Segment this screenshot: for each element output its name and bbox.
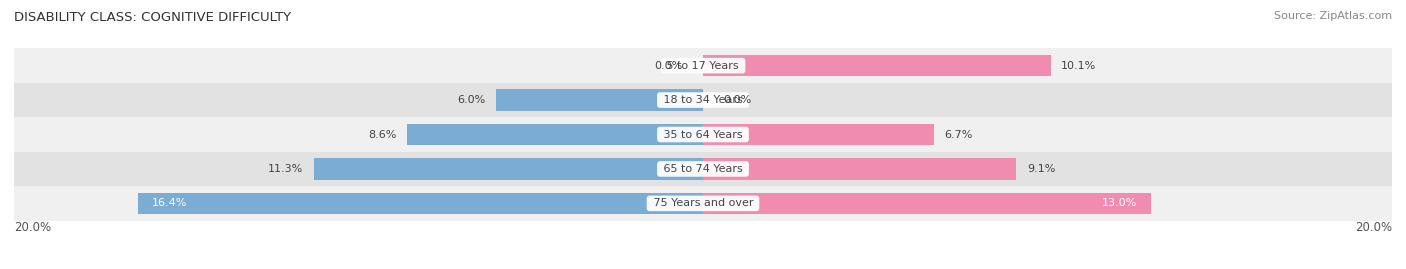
- Text: 6.0%: 6.0%: [458, 95, 486, 105]
- Text: DISABILITY CLASS: COGNITIVE DIFFICULTY: DISABILITY CLASS: COGNITIVE DIFFICULTY: [14, 11, 291, 24]
- Text: Source: ZipAtlas.com: Source: ZipAtlas.com: [1274, 11, 1392, 21]
- Bar: [14, 48, 1392, 83]
- Bar: [314, 158, 703, 180]
- Bar: [703, 193, 1152, 214]
- Bar: [703, 124, 934, 145]
- Bar: [14, 83, 1392, 117]
- Text: 0.0%: 0.0%: [724, 95, 752, 105]
- Text: 6.7%: 6.7%: [945, 129, 973, 140]
- Bar: [14, 152, 1392, 186]
- Text: 16.4%: 16.4%: [152, 198, 187, 208]
- Text: 75 Years and over: 75 Years and over: [650, 198, 756, 208]
- Text: 8.6%: 8.6%: [368, 129, 396, 140]
- Bar: [703, 55, 1050, 76]
- Text: 20.0%: 20.0%: [1355, 221, 1392, 233]
- Bar: [14, 186, 1392, 221]
- Bar: [496, 89, 703, 111]
- Text: 13.0%: 13.0%: [1102, 198, 1137, 208]
- Text: 9.1%: 9.1%: [1026, 164, 1054, 174]
- Text: 10.1%: 10.1%: [1062, 61, 1097, 71]
- Bar: [138, 193, 703, 214]
- Text: 18 to 34 Years: 18 to 34 Years: [659, 95, 747, 105]
- Bar: [14, 117, 1392, 152]
- Text: 65 to 74 Years: 65 to 74 Years: [659, 164, 747, 174]
- Text: 20.0%: 20.0%: [14, 221, 51, 233]
- Bar: [703, 158, 1017, 180]
- Bar: [406, 124, 703, 145]
- Text: 5 to 17 Years: 5 to 17 Years: [664, 61, 742, 71]
- Text: 35 to 64 Years: 35 to 64 Years: [659, 129, 747, 140]
- Text: 11.3%: 11.3%: [269, 164, 304, 174]
- Text: 0.0%: 0.0%: [654, 61, 682, 71]
